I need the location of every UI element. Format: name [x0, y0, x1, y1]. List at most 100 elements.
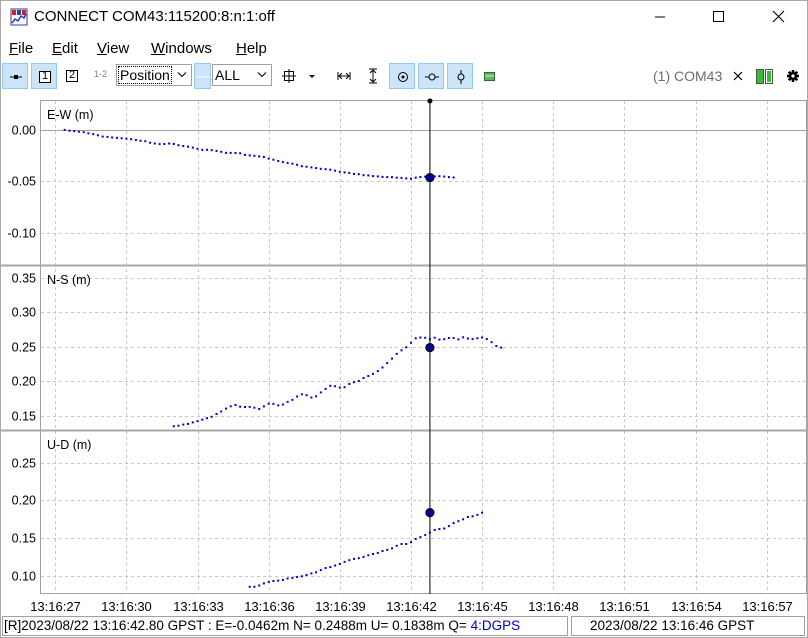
data-point: [277, 160, 280, 162]
show-track-button[interactable]: [389, 63, 415, 89]
plot-type-select[interactable]: Position: [116, 64, 192, 86]
data-point: [291, 398, 294, 401]
menu-windows[interactable]: Windows: [151, 40, 212, 57]
y-tick-label: 0.00: [12, 124, 36, 138]
data-point: [234, 404, 237, 406]
data-point: [262, 156, 265, 158]
data-point: [210, 149, 213, 152]
sat-filter-button[interactable]: [194, 63, 211, 89]
data-point: [367, 174, 370, 177]
plot1-button[interactable]: 1: [31, 63, 57, 89]
origin-dropdown-button[interactable]: [301, 63, 321, 89]
status-bar: [R]2023/08/22 13:16:42.80 GPST : E=-0.04…: [1, 615, 807, 637]
data-point: [452, 176, 455, 179]
data-point: [381, 175, 384, 178]
data-point: [225, 151, 227, 154]
menu-bar: File Edit View Windows Help: [1, 37, 807, 59]
x-tick-label: 13:16:42: [386, 599, 437, 614]
disconnect-button[interactable]: [726, 63, 750, 89]
menu-file[interactable]: File: [9, 40, 33, 57]
data-point: [267, 157, 270, 160]
x-tick-label: 13:16:36: [244, 599, 295, 614]
plot2-button[interactable]: 2: [59, 63, 85, 89]
data-point: [353, 172, 355, 175]
show-horizontal-marker-button[interactable]: [418, 63, 444, 89]
show-map-button[interactable]: [476, 63, 502, 89]
data-point: [229, 405, 232, 408]
series-points: [172, 336, 503, 428]
data-point: [300, 575, 303, 578]
menu-edit[interactable]: Edit: [52, 40, 78, 57]
data-point: [405, 346, 408, 349]
data-point: [206, 148, 208, 151]
data-point: [286, 161, 289, 164]
data-point: [262, 405, 265, 408]
data-point: [395, 544, 398, 547]
position-plot[interactable]: 13:16:27 13:16:30 13:16:33 13:16:36 13:16:39…: [1, 93, 807, 614]
data-point: [405, 177, 408, 180]
close-button[interactable]: [755, 1, 801, 33]
data-point: [452, 522, 455, 525]
data-point: [386, 362, 389, 365]
data-point: [310, 396, 313, 399]
data-point: [191, 146, 194, 149]
y-tick-label: 0.15: [12, 532, 36, 546]
data-point: [395, 352, 398, 355]
plot-type-value: Position: [118, 66, 172, 84]
data-point: [372, 372, 374, 375]
data-point: [111, 136, 114, 139]
data-point: [357, 380, 360, 382]
minimize-icon: [655, 16, 665, 18]
current-time-status: 2023/08/22 13:16:46 GPST: [571, 616, 805, 636]
series-points: [248, 511, 484, 588]
sat-filter-icon: [197, 67, 210, 87]
data-point: [462, 518, 465, 521]
gear-icon: [787, 70, 799, 82]
show-vertical-marker-button[interactable]: [447, 63, 473, 89]
x-tick-label: 13:16:54: [671, 599, 722, 614]
data-point: [362, 555, 365, 558]
data-point: [281, 161, 284, 164]
x-tick-label: 13:16:39: [315, 599, 366, 614]
connect-button[interactable]: [2, 63, 28, 89]
data-point: [424, 336, 427, 339]
data-point: [457, 520, 460, 523]
data-point: [400, 176, 403, 179]
minimize-button[interactable]: [637, 1, 683, 33]
data-point: [253, 406, 256, 409]
data-point: [319, 167, 322, 170]
data-point: [400, 543, 403, 545]
data-point: [457, 338, 460, 341]
center-origin-button[interactable]: [276, 63, 302, 89]
y-tick-label: 0.35: [12, 272, 36, 286]
connect-icon: [10, 75, 22, 79]
data-point: [281, 578, 284, 581]
data-point: [414, 538, 417, 540]
y-tick-label: -0.10: [8, 227, 37, 241]
panel-label: N-S (m): [47, 273, 91, 287]
fit-vertical-button[interactable]: [360, 63, 386, 89]
caret-down-icon: [309, 75, 315, 78]
menu-view[interactable]: View: [97, 40, 129, 57]
plot1-label: 1: [42, 70, 49, 82]
vertical-marker-icon: [457, 70, 465, 84]
menu-windows-label: indows: [165, 40, 212, 57]
menu-help[interactable]: Help: [236, 40, 267, 57]
data-point: [277, 579, 280, 582]
data-point: [220, 150, 223, 153]
data-point: [447, 176, 450, 179]
plot12-button[interactable]: 1-2: [87, 63, 113, 89]
data-point: [248, 154, 251, 157]
settings-button[interactable]: [781, 63, 805, 89]
data-point: [410, 177, 412, 180]
data-point: [324, 567, 327, 569]
data-point: [296, 395, 299, 398]
menu-windows-mnemonic: W: [151, 40, 166, 57]
data-point: [438, 175, 441, 178]
maximize-button[interactable]: [695, 1, 741, 33]
fit-horizontal-button[interactable]: [331, 63, 357, 89]
data-point: [68, 129, 71, 132]
data-point: [391, 547, 393, 550]
satellite-filter-select[interactable]: ALL: [212, 64, 272, 86]
data-point: [395, 176, 398, 179]
